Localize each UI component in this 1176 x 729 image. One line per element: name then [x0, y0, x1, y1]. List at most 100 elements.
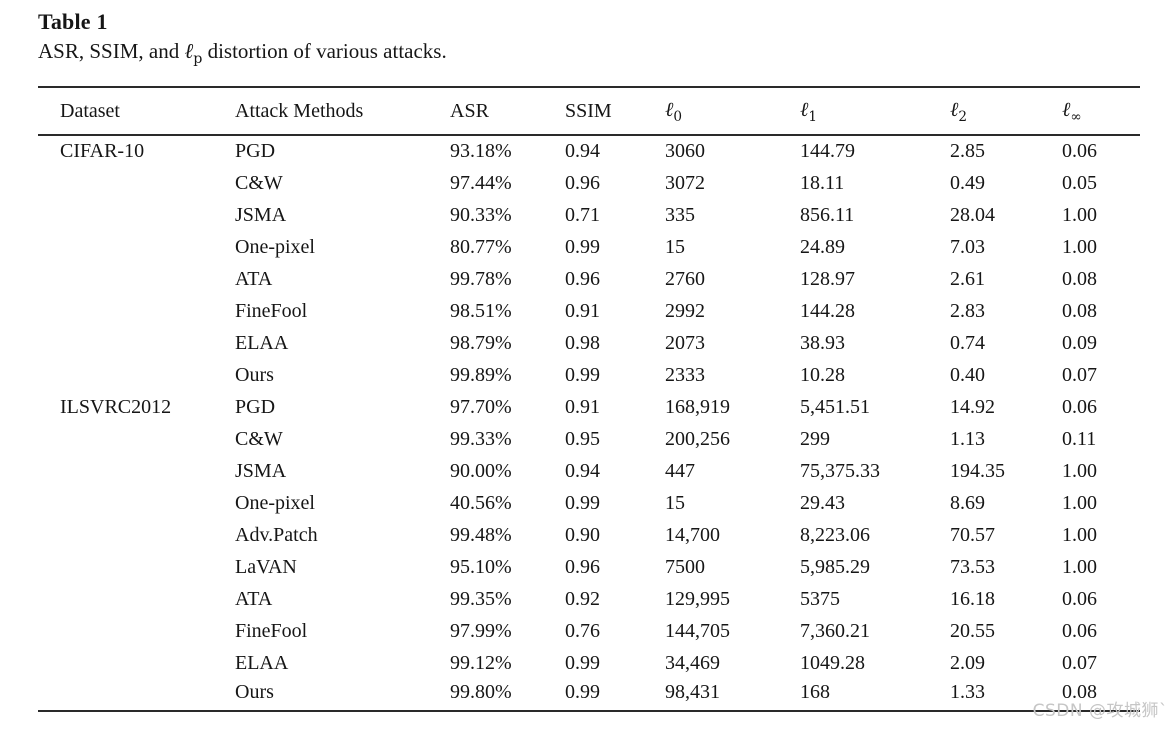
cell-method: One-pixel	[235, 491, 315, 514]
cell-l1: 5,985.29	[800, 555, 870, 578]
cell-method: One-pixel	[235, 235, 315, 258]
cell-ssim: 0.76	[565, 619, 600, 642]
cell-ssim: 0.99	[565, 651, 600, 674]
table-row: JSMA 90.00% 0.94 447 75,375.33 194.35 1.00	[38, 455, 1140, 487]
cell-l1: 1049.28	[800, 651, 865, 674]
cell-l0: 447	[665, 459, 695, 482]
cell-asr: 97.99%	[450, 619, 512, 642]
cell-dataset	[38, 423, 235, 455]
cell-l2: 73.53	[950, 555, 995, 578]
cell-ssim: 0.99	[565, 491, 600, 514]
cell-l2: 1.13	[950, 427, 985, 450]
cell-l1: 18.11	[800, 171, 845, 194]
cell-l0: 15	[665, 235, 685, 258]
cell-method: Ours	[235, 363, 274, 386]
cell-dataset	[38, 231, 235, 263]
cell-linf: 0.11	[1062, 427, 1097, 450]
cell-asr: 98.79%	[450, 331, 512, 354]
cell-method: ATA	[235, 267, 273, 290]
cell-l2: 0.74	[950, 331, 985, 354]
cell-l1: 5,451.51	[800, 395, 870, 418]
cell-dataset: ILSVRC2012	[60, 395, 172, 418]
cell-ssim: 0.98	[565, 331, 600, 354]
cell-l1: 5375	[800, 587, 840, 610]
cell-l1: 128.97	[800, 267, 855, 290]
cell-l2: 8.69	[950, 491, 985, 514]
cell-asr: 99.78%	[450, 267, 512, 290]
paper-table-figure: Table 1 ASR, SSIM, and ℓp distortion of …	[38, 8, 1140, 713]
table-row: C&W 97.44% 0.96 3072 18.11 0.49 0.05	[38, 167, 1140, 199]
cell-asr: 99.33%	[450, 427, 512, 450]
cell-l1: 168	[800, 680, 830, 703]
cell-l2: 2.83	[950, 299, 985, 322]
cell-asr: 99.89%	[450, 363, 512, 386]
cell-l0: 2760	[665, 267, 705, 290]
cell-dataset	[38, 327, 235, 359]
table-row: ATA 99.78% 0.96 2760 128.97 2.61 0.08	[38, 263, 1140, 295]
cell-l1: 144.28	[800, 299, 855, 322]
cell-dataset	[38, 679, 235, 711]
caption-text-prefix: ASR, SSIM, and	[38, 39, 185, 63]
cell-l2: 70.57	[950, 523, 995, 546]
cell-linf: 0.09	[1062, 331, 1097, 354]
cell-asr: 95.10%	[450, 555, 512, 578]
cell-l2: 194.35	[950, 459, 1005, 482]
cell-asr: 40.56%	[450, 491, 512, 514]
table-row: ELAA 99.12% 0.99 34,469 1049.28 2.09 0.07	[38, 647, 1140, 679]
cell-ssim: 0.99	[565, 235, 600, 258]
cell-ssim: 0.96	[565, 267, 600, 290]
cell-ssim: 0.92	[565, 587, 600, 610]
cell-linf: 0.06	[1062, 140, 1097, 163]
cell-l0: 168,919	[665, 395, 730, 418]
cell-asr: 93.18%	[450, 140, 512, 163]
column-header-linf: ℓ∞	[1062, 87, 1140, 137]
cell-l0: 3072	[665, 171, 705, 194]
cell-ssim: 0.91	[565, 395, 600, 418]
cell-linf: 0.07	[1062, 651, 1097, 674]
table-row: ATA 99.35% 0.92 129,995 5375 16.18 0.06	[38, 583, 1140, 615]
cell-linf: 0.08	[1062, 267, 1097, 290]
cell-l1: 38.93	[800, 331, 845, 354]
cell-ssim: 0.71	[565, 203, 600, 226]
cell-dataset	[38, 295, 235, 327]
cell-l1: 29.43	[800, 491, 845, 514]
cell-method: ATA	[235, 587, 273, 610]
cell-linf: 0.06	[1062, 619, 1097, 642]
cell-asr: 80.77%	[450, 235, 512, 258]
cell-asr: 97.70%	[450, 395, 512, 418]
table-row: C&W 99.33% 0.95 200,256 299 1.13 0.11	[38, 423, 1140, 455]
cell-l2: 1.33	[950, 680, 985, 703]
cell-dataset	[38, 455, 235, 487]
cell-ssim: 0.96	[565, 171, 600, 194]
cell-linf: 1.00	[1062, 555, 1097, 578]
cell-l0: 15	[665, 491, 685, 514]
cell-dataset	[38, 583, 235, 615]
cell-linf: 0.08	[1062, 299, 1097, 322]
column-header-attack-methods: Attack Methods	[235, 87, 450, 137]
column-header-dataset: Dataset	[38, 87, 235, 137]
cell-method: JSMA	[235, 203, 287, 226]
table-row: Adv.Patch 99.48% 0.90 14,700 8,223.06 70.57 1.…	[38, 519, 1140, 551]
table-title: Table 1	[38, 9, 108, 34]
cell-l0: 98,431	[665, 680, 720, 703]
table-row: FineFool 98.51% 0.91 2992 144.28 2.83 0.08	[38, 295, 1140, 327]
table-row: Ours 99.89% 0.99 2333 10.28 0.40 0.07	[38, 359, 1140, 391]
cell-l2: 0.49	[950, 171, 985, 194]
cell-asr: 90.33%	[450, 203, 512, 226]
cell-l2: 20.55	[950, 619, 995, 642]
watermark: CSDN @攻城狮`	[1032, 701, 1168, 721]
cell-linf: 1.00	[1062, 459, 1097, 482]
cell-l0: 335	[665, 203, 695, 226]
cell-linf: 0.05	[1062, 171, 1097, 194]
cell-l2: 2.09	[950, 651, 985, 674]
cell-method: ELAA	[235, 331, 289, 354]
cell-ssim: 0.94	[565, 140, 600, 163]
cell-method: LaVAN	[235, 555, 297, 578]
cell-method: Ours	[235, 680, 274, 703]
cell-l0: 129,995	[665, 587, 730, 610]
cell-asr: 99.80%	[450, 680, 512, 703]
cell-l0: 34,469	[665, 651, 720, 674]
cell-l2: 28.04	[950, 203, 995, 226]
cell-ssim: 0.90	[565, 523, 600, 546]
cell-asr: 90.00%	[450, 459, 512, 482]
